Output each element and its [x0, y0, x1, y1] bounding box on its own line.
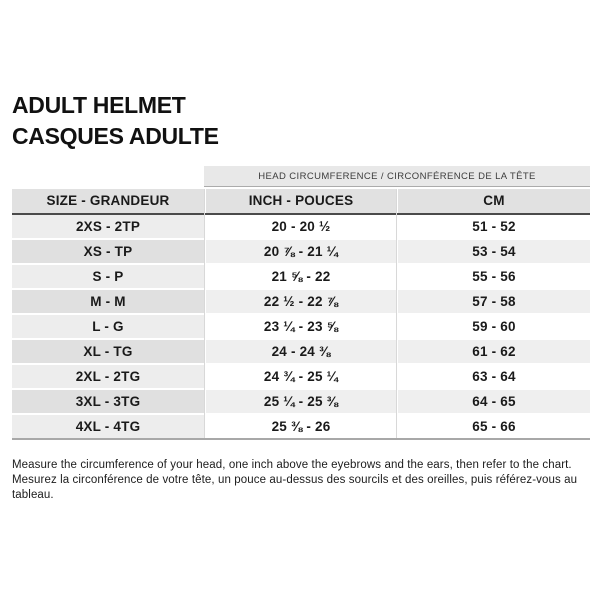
cm-cell: 64 - 65: [396, 390, 590, 413]
size-table: HEAD CIRCUMFERENCE / CIRCONFÉRENCE DE LA…: [12, 166, 590, 440]
page-title: ADULT HELMET CASQUES ADULTE: [12, 90, 600, 152]
column-header-cm: CM: [396, 189, 590, 213]
inch-cell: 25 ⅜ - 26: [204, 415, 396, 438]
column-header-inch: INCH - POUCES: [204, 189, 396, 213]
band-spacer: [12, 166, 204, 187]
size-cell: M - M: [12, 290, 204, 313]
table-row: 2XS - 2TP 20 - 20 ½ 51 - 52: [12, 215, 590, 238]
cm-cell: 57 - 58: [396, 290, 590, 313]
size-cell: L - G: [12, 315, 204, 338]
inch-cell: 23 ¼ - 23 ⅝: [204, 315, 396, 338]
size-cell: 3XL - 3TG: [12, 390, 204, 413]
table-header-row: SIZE - GRANDEUR INCH - POUCES CM: [12, 189, 590, 215]
table-row: S - P 21 ⅝ - 22 55 - 56: [12, 263, 590, 288]
cm-cell: 59 - 60: [396, 315, 590, 338]
cm-cell: 61 - 62: [396, 340, 590, 363]
head-circumference-label: HEAD CIRCUMFERENCE / CIRCONFÉRENCE DE LA…: [204, 166, 590, 187]
table-body: 2XS - 2TP 20 - 20 ½ 51 - 52 XS - TP 20 ⅞ - 2…: [12, 215, 590, 438]
table-row: 4XL - 4TG 25 ⅜ - 26 65 - 66: [12, 413, 590, 438]
inch-cell: 25 ¼ - 25 ⅜: [204, 390, 396, 413]
inch-cell: 24 ¾ - 25 ¼: [204, 365, 396, 388]
measuring-instructions: Measure the circumference of your head, …: [12, 458, 600, 503]
size-cell: 2XS - 2TP: [12, 215, 204, 238]
table-row: 3XL - 3TG 25 ¼ - 25 ⅜ 64 - 65: [12, 388, 590, 413]
page-title-line-fr: CASQUES ADULTE: [12, 123, 219, 149]
inch-cell: 22 ½ - 22 ⅞: [204, 290, 396, 313]
cm-cell: 55 - 56: [396, 265, 590, 288]
table-row: XS - TP 20 ⅞ - 21 ¼ 53 - 54: [12, 238, 590, 263]
inch-cell: 20 - 20 ½: [204, 215, 396, 238]
size-cell: 2XL - 2TG: [12, 365, 204, 388]
cm-cell: 63 - 64: [396, 365, 590, 388]
size-cell: S - P: [12, 265, 204, 288]
inch-cell: 21 ⅝ - 22: [204, 265, 396, 288]
page-title-line-en: ADULT HELMET: [12, 92, 186, 118]
head-circumference-band: HEAD CIRCUMFERENCE / CIRCONFÉRENCE DE LA…: [12, 166, 590, 187]
cm-cell: 53 - 54: [396, 240, 590, 263]
inch-cell: 20 ⅞ - 21 ¼: [204, 240, 396, 263]
column-header-size: SIZE - GRANDEUR: [12, 189, 204, 213]
cm-cell: 65 - 66: [396, 415, 590, 438]
table-row: M - M 22 ½ - 22 ⅞ 57 - 58: [12, 288, 590, 313]
table-row: 2XL - 2TG 24 ¾ - 25 ¼ 63 - 64: [12, 363, 590, 388]
size-cell: XS - TP: [12, 240, 204, 263]
size-cell: XL - TG: [12, 340, 204, 363]
cm-cell: 51 - 52: [396, 215, 590, 238]
instructions-line-fr: Mesurez la circonférence de votre tête, …: [12, 474, 578, 501]
instructions-line-en: Measure the circumference of your head, …: [12, 459, 572, 471]
table-row: L - G 23 ¼ - 23 ⅝ 59 - 60: [12, 313, 590, 338]
table-row: XL - TG 24 - 24 ⅜ 61 - 62: [12, 338, 590, 363]
size-cell: 4XL - 4TG: [12, 415, 204, 438]
inch-cell: 24 - 24 ⅜: [204, 340, 396, 363]
